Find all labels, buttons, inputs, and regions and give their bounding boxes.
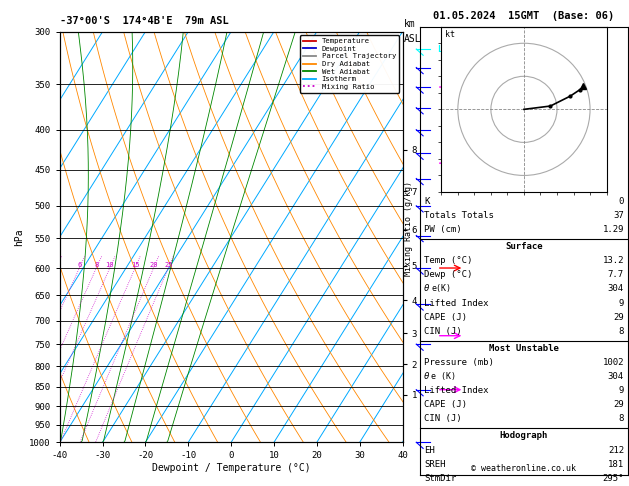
Text: Totals Totals: Totals Totals	[424, 211, 494, 220]
Text: 9: 9	[618, 386, 624, 395]
Text: CIN (J): CIN (J)	[424, 327, 462, 336]
Text: e(K): e(K)	[431, 284, 452, 294]
Text: 181: 181	[608, 460, 624, 469]
Text: 29: 29	[613, 400, 624, 409]
Text: PW (cm): PW (cm)	[424, 225, 462, 234]
Text: θ: θ	[424, 372, 430, 381]
Text: 8: 8	[618, 327, 624, 336]
Text: Hodograph: Hodograph	[500, 432, 548, 440]
Legend: Temperature, Dewpoint, Parcel Trajectory, Dry Adiabat, Wet Adiabat, Isotherm, Mi: Temperature, Dewpoint, Parcel Trajectory…	[300, 35, 399, 93]
Text: © weatheronline.co.uk: © weatheronline.co.uk	[472, 464, 576, 473]
Text: 295°: 295°	[603, 474, 624, 483]
Text: 8: 8	[618, 415, 624, 423]
Text: 01.05.2024  15GMT  (Base: 06): 01.05.2024 15GMT (Base: 06)	[433, 11, 615, 21]
Text: ASL: ASL	[404, 34, 421, 44]
Text: 8: 8	[94, 262, 99, 268]
Text: Most Unstable: Most Unstable	[489, 344, 559, 353]
Text: 15: 15	[131, 262, 140, 268]
Text: 1002: 1002	[603, 358, 624, 367]
Text: 0: 0	[618, 197, 624, 206]
Y-axis label: hPa: hPa	[14, 228, 24, 246]
Text: 6: 6	[77, 262, 82, 268]
Text: km: km	[404, 19, 416, 30]
Text: CAPE (J): CAPE (J)	[424, 400, 467, 409]
X-axis label: Dewpoint / Temperature (°C): Dewpoint / Temperature (°C)	[152, 463, 311, 473]
Text: StmDir: StmDir	[424, 474, 456, 483]
Text: EH: EH	[424, 446, 435, 454]
Text: Lifted Index: Lifted Index	[424, 298, 489, 308]
Text: CAPE (J): CAPE (J)	[424, 312, 467, 322]
Text: θ: θ	[424, 284, 430, 294]
Text: 29: 29	[613, 312, 624, 322]
Text: Surface: Surface	[505, 242, 543, 251]
Text: e (K): e (K)	[431, 372, 457, 381]
Text: 13.2: 13.2	[603, 256, 624, 265]
Text: Pressure (mb): Pressure (mb)	[424, 358, 494, 367]
Text: 304: 304	[608, 284, 624, 294]
Text: 1.29: 1.29	[603, 225, 624, 234]
Text: 37: 37	[613, 211, 624, 220]
Text: kt: kt	[445, 30, 455, 39]
Text: Mixing Ratio (g/kg): Mixing Ratio (g/kg)	[404, 181, 413, 276]
Text: Dewp (°C): Dewp (°C)	[424, 270, 472, 279]
Text: SREH: SREH	[424, 460, 445, 469]
Text: 9: 9	[618, 298, 624, 308]
Text: -37°00'S  174°4B'E  79m ASL: -37°00'S 174°4B'E 79m ASL	[60, 16, 228, 26]
Text: 304: 304	[608, 372, 624, 381]
Text: Lifted Index: Lifted Index	[424, 386, 489, 395]
Text: 10: 10	[106, 262, 114, 268]
Text: 7.7: 7.7	[608, 270, 624, 279]
Text: K: K	[424, 197, 430, 206]
Text: 212: 212	[608, 446, 624, 454]
Text: 20: 20	[149, 262, 158, 268]
Text: CIN (J): CIN (J)	[424, 415, 462, 423]
Text: Temp (°C): Temp (°C)	[424, 256, 472, 265]
Text: LCL: LCL	[437, 45, 452, 53]
Text: 25: 25	[164, 262, 172, 268]
